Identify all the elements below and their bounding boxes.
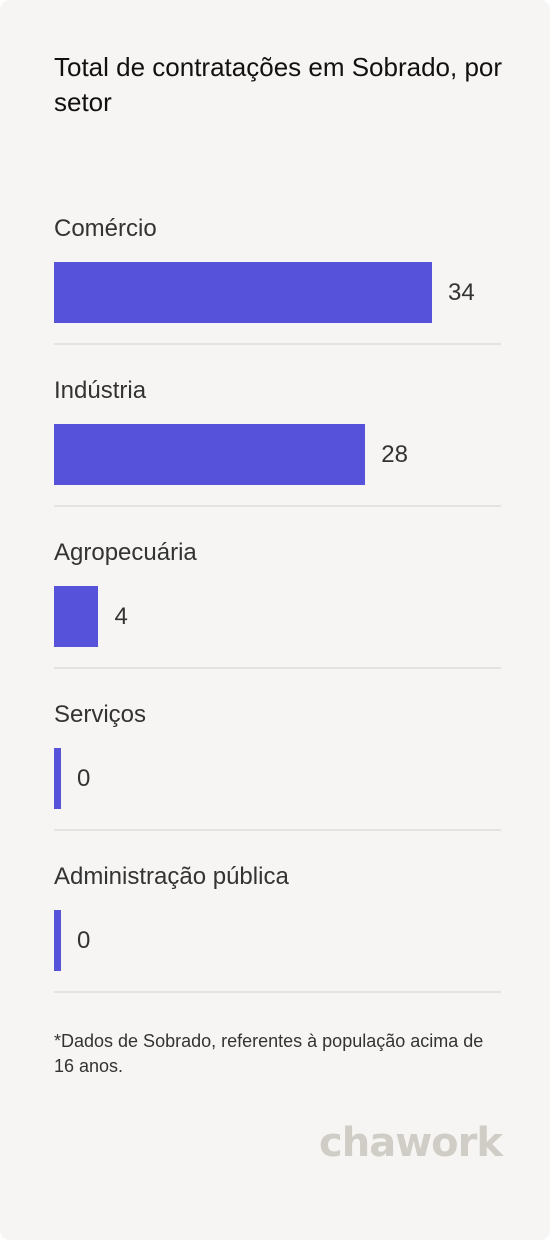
chawork-logo: chawork (319, 1120, 503, 1166)
row-divider (54, 991, 501, 993)
row-divider (54, 829, 501, 831)
value-label: 34 (448, 279, 475, 306)
chart-title: Total de contratações em Sobrado, por se… (54, 52, 503, 117)
value-label: 28 (381, 441, 408, 468)
bar (54, 424, 366, 485)
bar (54, 748, 61, 809)
bar-row: Indústria 28 (54, 362, 501, 524)
category-label: Indústria (54, 377, 147, 404)
bar (54, 262, 432, 323)
row-divider (54, 667, 501, 669)
bar (54, 910, 61, 971)
value-label: 0 (77, 765, 91, 792)
footnote: *Dados de Sobrado, referentes à populaçã… (54, 1031, 484, 1076)
category-label: Comércio (54, 215, 157, 242)
category-label: Serviços (54, 701, 147, 728)
bar (54, 586, 99, 647)
category-label: Agropecuária (54, 539, 197, 566)
row-divider (54, 343, 501, 345)
row-divider (54, 505, 501, 507)
category-label: Administração pública (54, 863, 289, 890)
value-label: 4 (114, 603, 128, 630)
bar-chart: Comércio 34 Indústria 28 Agropecuária 4 Serviç… (54, 200, 501, 1010)
bar-row: Agropecuária 4 (54, 524, 501, 686)
bar-row: Administração pública 0 (54, 848, 501, 1010)
value-label: 0 (77, 927, 91, 954)
bar-row: Serviços 0 (54, 686, 501, 848)
bar-row: Comércio 34 (54, 200, 501, 362)
